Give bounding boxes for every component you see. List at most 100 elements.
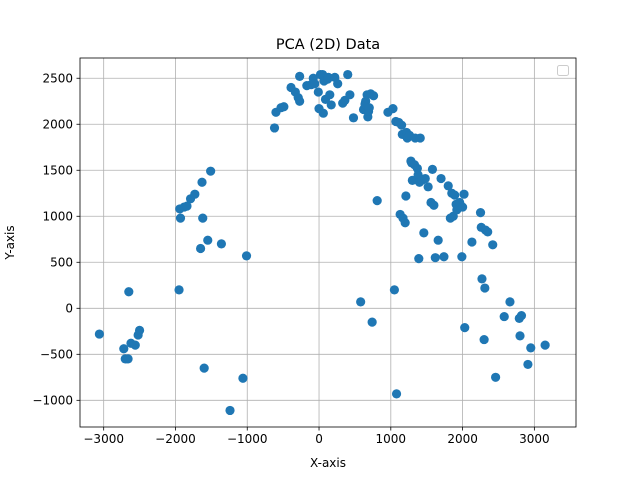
data-point <box>436 173 446 184</box>
data-point <box>206 166 216 176</box>
data-point <box>345 90 355 100</box>
data-point <box>241 251 252 261</box>
data-point <box>182 201 192 211</box>
data-point <box>479 334 489 345</box>
data-point <box>540 340 550 350</box>
data-point <box>523 359 533 370</box>
data-point <box>460 323 470 333</box>
y-tick-label: 2500 <box>42 72 73 86</box>
data-point <box>443 181 453 191</box>
data-point <box>516 311 527 321</box>
data-point <box>225 405 235 416</box>
data-point <box>190 189 200 199</box>
y-tick-label: −500 <box>40 348 73 362</box>
data-point <box>388 104 398 114</box>
chart-title: PCA (2D) Data <box>276 37 380 53</box>
data-point <box>515 331 525 341</box>
y-tick-label: 1500 <box>42 164 73 178</box>
x-tick-label: −1000 <box>227 432 268 446</box>
legend-box <box>557 65 569 76</box>
data-point <box>480 283 490 293</box>
data-point <box>295 96 305 106</box>
scatter-points <box>94 69 550 416</box>
data-point <box>269 123 280 133</box>
x-axis-label: X-axis <box>310 456 346 470</box>
y-axis-label: Y-axis <box>3 225 17 260</box>
data-point <box>203 235 213 245</box>
axis-ticks: −3000 −2000 −1000 0 1000 2000 3000 −1000 −500 0 50… <box>32 72 549 446</box>
data-point <box>457 252 467 262</box>
data-point <box>348 113 359 123</box>
data-point <box>459 189 469 199</box>
data-point <box>216 239 227 249</box>
data-point <box>391 389 402 399</box>
x-tick-label: −2000 <box>155 432 196 446</box>
data-point <box>483 227 493 237</box>
data-point <box>175 213 186 223</box>
data-point <box>429 200 439 210</box>
data-point <box>396 120 407 130</box>
data-point <box>372 196 382 206</box>
data-point <box>420 173 430 184</box>
data-point <box>415 133 425 143</box>
data-point <box>439 252 449 262</box>
y-tick-label: −1000 <box>32 394 73 408</box>
data-point <box>389 285 399 295</box>
data-point <box>488 240 498 250</box>
data-point <box>457 202 468 212</box>
data-point <box>467 237 477 247</box>
x-tick-label: 1000 <box>376 432 407 446</box>
data-point <box>123 354 133 364</box>
data-point <box>450 190 460 200</box>
data-point <box>430 253 440 263</box>
data-point <box>134 325 145 335</box>
data-point <box>199 363 209 373</box>
data-point <box>343 69 353 80</box>
data-point <box>491 372 501 382</box>
y-tick-label: 500 <box>50 256 73 270</box>
data-point <box>198 213 208 223</box>
x-tick-label: 3000 <box>519 432 550 446</box>
data-point <box>310 79 320 89</box>
y-tick-label: 0 <box>65 302 73 316</box>
data-point <box>423 182 433 192</box>
data-point <box>356 297 366 307</box>
data-point <box>326 100 336 110</box>
data-point <box>477 274 487 284</box>
data-point <box>419 228 429 238</box>
y-tick-label: 2000 <box>42 118 73 132</box>
x-tick-label: 2000 <box>447 432 478 446</box>
plot-frame <box>79 57 577 428</box>
data-point <box>499 311 509 322</box>
data-point <box>367 317 377 327</box>
data-point <box>94 329 104 339</box>
data-point <box>130 340 140 350</box>
data-point <box>475 207 486 218</box>
data-point <box>279 102 289 112</box>
data-point <box>368 91 379 101</box>
data-point <box>195 243 206 254</box>
data-point <box>526 343 536 353</box>
data-point <box>333 79 343 89</box>
data-point <box>400 218 410 228</box>
data-point <box>433 235 443 245</box>
data-point <box>318 108 328 118</box>
data-point <box>197 177 207 187</box>
data-point <box>119 344 129 354</box>
data-point <box>414 254 424 264</box>
data-point <box>364 103 374 113</box>
data-point <box>174 285 184 295</box>
data-point <box>323 72 333 82</box>
data-point <box>238 373 248 383</box>
data-point <box>407 175 417 185</box>
data-point <box>325 90 335 100</box>
data-point <box>427 164 438 174</box>
data-point <box>295 71 305 82</box>
plot-area <box>80 58 576 427</box>
data-point <box>401 191 411 201</box>
data-point <box>124 287 134 297</box>
data-point <box>505 297 515 307</box>
data-point <box>313 87 323 97</box>
x-tick-label: 0 <box>315 432 323 446</box>
